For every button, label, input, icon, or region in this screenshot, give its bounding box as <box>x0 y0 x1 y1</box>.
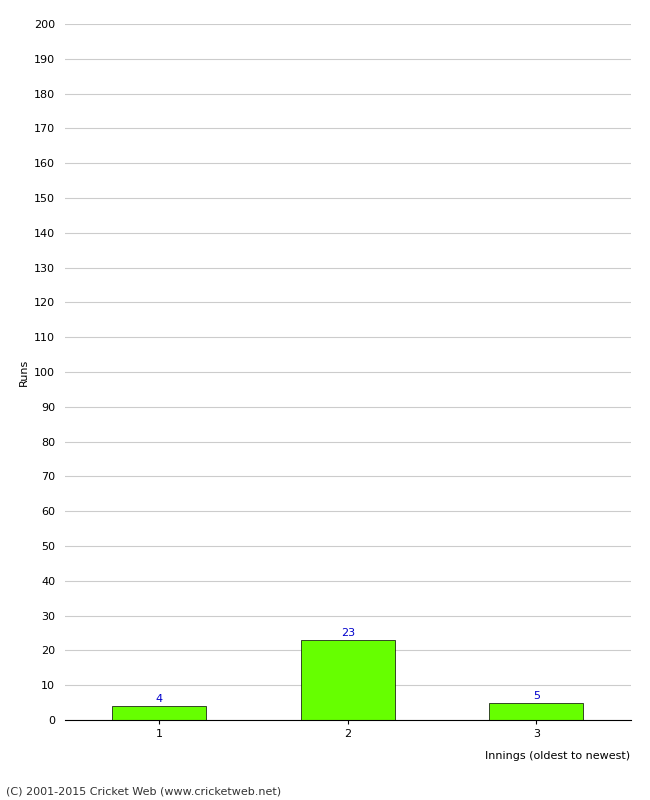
Bar <box>112 706 207 720</box>
Bar <box>300 640 395 720</box>
Bar <box>489 702 584 720</box>
Text: 5: 5 <box>533 691 540 701</box>
Y-axis label: Runs: Runs <box>19 358 29 386</box>
Text: Innings (oldest to newest): Innings (oldest to newest) <box>486 751 630 762</box>
Text: 4: 4 <box>156 694 162 704</box>
Text: 23: 23 <box>341 628 355 638</box>
Text: (C) 2001-2015 Cricket Web (www.cricketweb.net): (C) 2001-2015 Cricket Web (www.cricketwe… <box>6 786 281 796</box>
